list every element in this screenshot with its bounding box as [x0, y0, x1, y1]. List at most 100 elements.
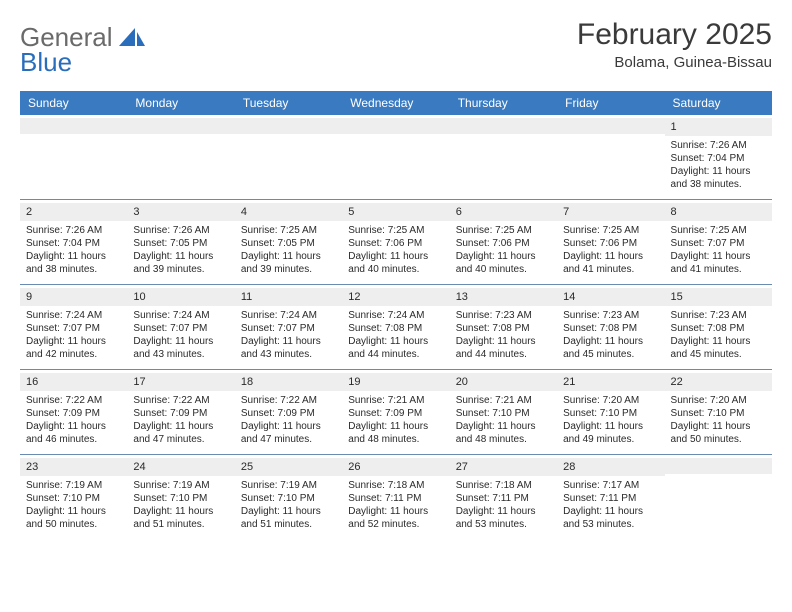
sunset-text: Sunset: 7:06 PM: [563, 237, 658, 250]
day-cell: [342, 115, 449, 199]
daylight-text: Daylight: 11 hours and 49 minutes.: [563, 420, 658, 446]
daylight-text: Daylight: 11 hours and 45 minutes.: [671, 335, 766, 361]
daylight-text: Daylight: 11 hours and 40 minutes.: [456, 250, 551, 276]
sunset-text: Sunset: 7:10 PM: [456, 407, 551, 420]
sunset-text: Sunset: 7:09 PM: [241, 407, 336, 420]
sunrise-text: Sunrise: 7:18 AM: [348, 479, 443, 492]
day-number: 4: [235, 203, 342, 221]
day-number: [235, 118, 342, 134]
day-number: [20, 118, 127, 134]
day-cell: 18Sunrise: 7:22 AMSunset: 7:09 PMDayligh…: [235, 370, 342, 454]
day-number: 13: [450, 288, 557, 306]
day-number: 21: [557, 373, 664, 391]
day-cell: 10Sunrise: 7:24 AMSunset: 7:07 PMDayligh…: [127, 285, 234, 369]
day-cell: 27Sunrise: 7:18 AMSunset: 7:11 PMDayligh…: [450, 455, 557, 539]
day-cell: 5Sunrise: 7:25 AMSunset: 7:06 PMDaylight…: [342, 200, 449, 284]
day-cell: [235, 115, 342, 199]
day-cell: 2Sunrise: 7:26 AMSunset: 7:04 PMDaylight…: [20, 200, 127, 284]
daylight-text: Daylight: 11 hours and 51 minutes.: [241, 505, 336, 531]
daylight-text: Daylight: 11 hours and 44 minutes.: [348, 335, 443, 361]
day-number: 18: [235, 373, 342, 391]
day-number: 25: [235, 458, 342, 476]
day-number: 5: [342, 203, 449, 221]
sunset-text: Sunset: 7:08 PM: [671, 322, 766, 335]
sunrise-text: Sunrise: 7:22 AM: [241, 394, 336, 407]
daylight-text: Daylight: 11 hours and 39 minutes.: [133, 250, 228, 276]
sunrise-text: Sunrise: 7:24 AM: [348, 309, 443, 322]
sunset-text: Sunset: 7:07 PM: [241, 322, 336, 335]
calendar-page: General Blue February 2025 Bolama, Guine…: [0, 0, 792, 549]
sunset-text: Sunset: 7:10 PM: [133, 492, 228, 505]
sunset-text: Sunset: 7:04 PM: [26, 237, 121, 250]
day-cell: 12 Sunrise: 7:24 AMSunset: 7:08 PMDayligh…: [342, 285, 449, 369]
sunrise-text: Sunrise: 7:24 AM: [241, 309, 336, 322]
week-row: 9Sunrise: 7:24 AMSunset: 7:07 PMDaylight…: [20, 284, 772, 369]
daylight-text: Daylight: 11 hours and 38 minutes.: [671, 165, 766, 191]
sunset-text: Sunset: 7:05 PM: [241, 237, 336, 250]
month-title: February 2025: [577, 18, 772, 52]
day-number: 12: [342, 288, 449, 306]
sunrise-text: Sunrise: 7:19 AM: [26, 479, 121, 492]
sunset-text: Sunset: 7:10 PM: [563, 407, 658, 420]
day-number: [450, 118, 557, 134]
day-cell: 23Sunrise: 7:19 AMSunset: 7:10 PMDayligh…: [20, 455, 127, 539]
day-cell: 8Sunrise: 7:25 AMSunset: 7:07 PMDaylight…: [665, 200, 772, 284]
weekday-header: Friday: [557, 91, 664, 115]
day-number: 1: [665, 118, 772, 136]
daylight-text: Daylight: 11 hours and 39 minutes.: [241, 250, 336, 276]
week-row: 1Sunrise: 7:26 AMSunset: 7:04 PMDaylight…: [20, 115, 772, 199]
day-number: 14: [557, 288, 664, 306]
weekday-header: Saturday: [665, 91, 772, 115]
week-row: 16Sunrise: 7:22 AMSunset: 7:09 PMDayligh…: [20, 369, 772, 454]
sunrise-text: Sunrise: 7:26 AM: [671, 139, 766, 152]
day-cell: 7Sunrise: 7:25 AMSunset: 7:06 PMDaylight…: [557, 200, 664, 284]
day-cell: 21 Sunrise: 7:20 AMSunset: 7:10 PMDayligh…: [557, 370, 664, 454]
sunset-text: Sunset: 7:09 PM: [133, 407, 228, 420]
sunset-text: Sunset: 7:06 PM: [348, 237, 443, 250]
day-cell: [450, 115, 557, 199]
daylight-text: Daylight: 11 hours and 48 minutes.: [348, 420, 443, 446]
sunrise-text: Sunrise: 7:26 AM: [26, 224, 121, 237]
day-cell: 25Sunrise: 7:19 AMSunset: 7:10 PMDayligh…: [235, 455, 342, 539]
sunrise-text: Sunrise: 7:25 AM: [241, 224, 336, 237]
sunrise-text: Sunrise: 7:20 AM: [563, 394, 658, 407]
day-cell: [665, 455, 772, 539]
sunset-text: Sunset: 7:11 PM: [456, 492, 551, 505]
day-number: [665, 458, 772, 474]
day-cell: 13Sunrise: 7:23 AMSunset: 7:08 PMDayligh…: [450, 285, 557, 369]
daylight-text: Daylight: 11 hours and 38 minutes.: [26, 250, 121, 276]
sunrise-text: Sunrise: 7:24 AM: [133, 309, 228, 322]
day-cell: 28Sunrise: 7:17 AMSunset: 7:11 PMDayligh…: [557, 455, 664, 539]
day-cell: 15 Sunrise: 7:23 AMSunset: 7:08 PMDayligh…: [665, 285, 772, 369]
sunset-text: Sunset: 7:11 PM: [348, 492, 443, 505]
sunset-text: Sunset: 7:08 PM: [348, 322, 443, 335]
day-number: 17: [127, 373, 234, 391]
sunset-text: Sunset: 7:05 PM: [133, 237, 228, 250]
sunrise-text: Sunrise: 7:22 AM: [133, 394, 228, 407]
daylight-text: Daylight: 11 hours and 45 minutes.: [563, 335, 658, 361]
week-row: 2Sunrise: 7:26 AMSunset: 7:04 PMDaylight…: [20, 199, 772, 284]
sunrise-text: Sunrise: 7:22 AM: [26, 394, 121, 407]
location-label: Bolama, Guinea-Bissau: [577, 54, 772, 71]
sunrise-text: Sunrise: 7:25 AM: [563, 224, 658, 237]
sunrise-text: Sunrise: 7:25 AM: [456, 224, 551, 237]
week-row: 23Sunrise: 7:19 AMSunset: 7:10 PMDayligh…: [20, 454, 772, 539]
sunrise-text: Sunrise: 7:21 AM: [348, 394, 443, 407]
sunrise-text: Sunrise: 7:20 AM: [671, 394, 766, 407]
daylight-text: Daylight: 11 hours and 53 minutes.: [563, 505, 658, 531]
sunrise-text: Sunrise: 7:23 AM: [671, 309, 766, 322]
daylight-text: Daylight: 11 hours and 52 minutes.: [348, 505, 443, 531]
day-cell: 1Sunrise: 7:26 AMSunset: 7:04 PMDaylight…: [665, 115, 772, 199]
daylight-text: Daylight: 11 hours and 40 minutes.: [348, 250, 443, 276]
sail-icon: [117, 26, 147, 55]
sunrise-text: Sunrise: 7:23 AM: [563, 309, 658, 322]
sunset-text: Sunset: 7:10 PM: [671, 407, 766, 420]
sunrise-text: Sunrise: 7:26 AM: [133, 224, 228, 237]
day-number: 28: [557, 458, 664, 476]
day-number: 15: [665, 288, 772, 306]
daylight-text: Daylight: 11 hours and 51 minutes.: [133, 505, 228, 531]
sunset-text: Sunset: 7:10 PM: [241, 492, 336, 505]
day-cell: 24Sunrise: 7:19 AMSunset: 7:10 PMDayligh…: [127, 455, 234, 539]
daylight-text: Daylight: 11 hours and 50 minutes.: [671, 420, 766, 446]
weekday-header: Thursday: [450, 91, 557, 115]
